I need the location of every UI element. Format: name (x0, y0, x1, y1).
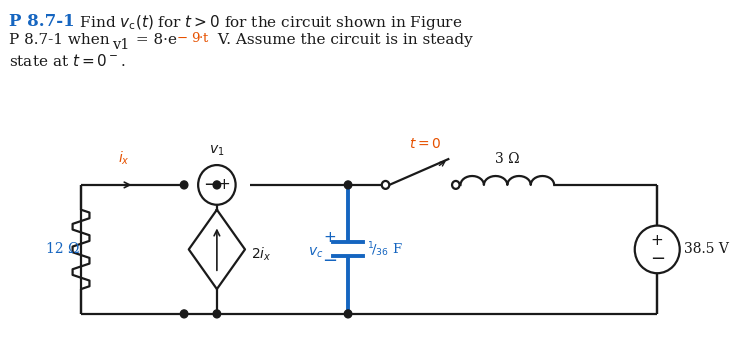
Circle shape (382, 181, 390, 189)
Text: 12 Ω: 12 Ω (45, 243, 79, 257)
Text: V. Assume the circuit is in steady: V. Assume the circuit is in steady (213, 33, 473, 47)
Circle shape (213, 310, 221, 318)
Text: P 8.7-1: P 8.7-1 (9, 13, 75, 30)
Text: $2i_x$: $2i_x$ (251, 246, 271, 263)
Circle shape (198, 165, 235, 205)
Text: state at $t = 0^-$.: state at $t = 0^-$. (9, 53, 126, 69)
Circle shape (181, 310, 188, 318)
Text: −: − (650, 250, 664, 268)
Text: $i_x$: $i_x$ (118, 150, 130, 167)
Text: $t = 0$: $t = 0$ (409, 137, 442, 151)
Text: Find $v_{\rm c}(t)$ for $t > 0$ for the circuit shown in Figure: Find $v_{\rm c}(t)$ for $t > 0$ for the … (75, 13, 463, 32)
Circle shape (452, 181, 460, 189)
Circle shape (181, 181, 188, 189)
Circle shape (213, 181, 221, 189)
Text: $^1\!/_{36}$ F: $^1\!/_{36}$ F (367, 240, 403, 259)
Circle shape (344, 310, 352, 318)
Text: −: − (202, 176, 218, 194)
Text: $v_c$: $v_c$ (308, 245, 324, 260)
Text: $v_1$: $v_1$ (209, 144, 224, 158)
Circle shape (344, 181, 352, 189)
Text: 3 Ω: 3 Ω (495, 152, 520, 166)
Text: −: − (322, 252, 337, 270)
Text: 38.5 V: 38.5 V (684, 243, 730, 257)
Text: +: + (217, 177, 230, 192)
Text: $-$ 9·t: $-$ 9·t (175, 31, 210, 45)
Circle shape (635, 225, 680, 273)
Text: P 8.7-1 when: P 8.7-1 when (9, 33, 110, 47)
Text: v1: v1 (112, 38, 129, 52)
Text: +: + (651, 233, 664, 248)
Text: +: + (323, 230, 336, 245)
Text: = 8·e: = 8·e (131, 33, 177, 47)
